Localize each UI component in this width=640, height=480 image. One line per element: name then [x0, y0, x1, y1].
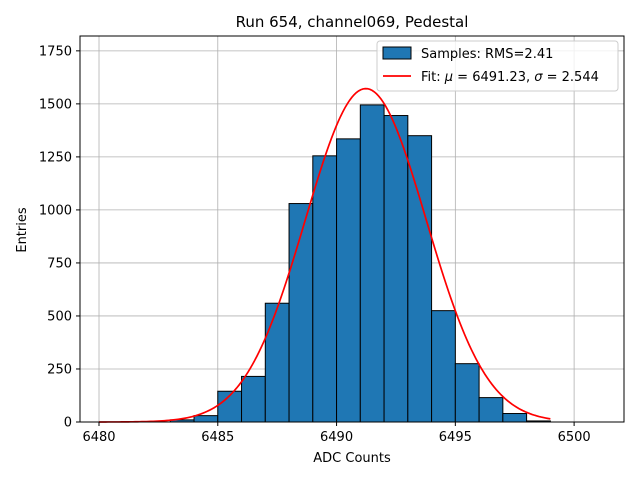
legend-fit-sigma-symbol: σ: [534, 70, 543, 85]
y-tick-label-7: 1750: [39, 44, 72, 59]
histogram-bar-7: [336, 138, 361, 423]
y-tick-label-4: 1000: [39, 203, 72, 218]
histogram-bar-4: [264, 302, 290, 423]
legend-fit-label: Fit: μ = 6491.23, σ = 2.544: [421, 70, 599, 85]
legend-fit-mu-value: = 6491.23,: [453, 70, 534, 85]
histogram-bar-12: [454, 363, 480, 423]
histogram-bar-9: [383, 115, 409, 423]
histogram-bars: [169, 104, 551, 423]
fit-curve: [99, 87, 551, 423]
y-axis-label: Entries: [15, 207, 30, 253]
x-tick-label-2: 6490: [320, 430, 353, 445]
y-axis: 0 250 500 750 1000 1250 1500 1750: [39, 44, 80, 431]
histogram-bar-3: [241, 375, 266, 423]
histogram-bar-13: [478, 397, 504, 423]
x-tick-label-1: 6485: [201, 430, 234, 445]
y-tick-label-5: 1250: [39, 150, 72, 165]
y-tick-label-3: 750: [47, 256, 72, 271]
fit-curve-group: [99, 87, 551, 423]
x-axis-label: ADC Counts: [313, 451, 391, 466]
x-axis: 6480 6485 6490 6495 6500: [82, 422, 591, 445]
y-tick-label-2: 500: [47, 309, 72, 324]
legend: Samples: RMS=2.41 Fit: μ = 6491.23, σ = …: [376, 40, 619, 92]
histogram-bar-11: [431, 310, 456, 423]
plot-frame: [79, 35, 625, 423]
x-tick-label-0: 6480: [82, 430, 115, 445]
histogram-bar-8: [359, 104, 385, 423]
chart-title: Run 654, channel069, Pedestal: [236, 13, 469, 31]
y-tick-label-6: 1500: [39, 97, 72, 112]
legend-samples-swatch: [382, 46, 412, 60]
histogram-bar-14: [502, 413, 528, 423]
histogram-bar-10: [407, 135, 433, 423]
legend-fit-sigma-value: = 2.544: [542, 70, 598, 85]
x-tick-label-4: 6500: [558, 430, 591, 445]
legend-box: [376, 40, 619, 92]
x-tick-label-3: 6495: [439, 430, 472, 445]
y-tick-label-1: 250: [47, 362, 72, 377]
histogram-bar-6: [312, 155, 338, 423]
y-tick-label-0: 0: [64, 416, 72, 431]
histogram-bar-1: [193, 415, 219, 423]
legend-samples-label: Samples: RMS=2.41: [421, 47, 553, 62]
legend-fit-mu-symbol: μ: [444, 70, 453, 85]
legend-fit-prefix: Fit:: [421, 70, 445, 85]
